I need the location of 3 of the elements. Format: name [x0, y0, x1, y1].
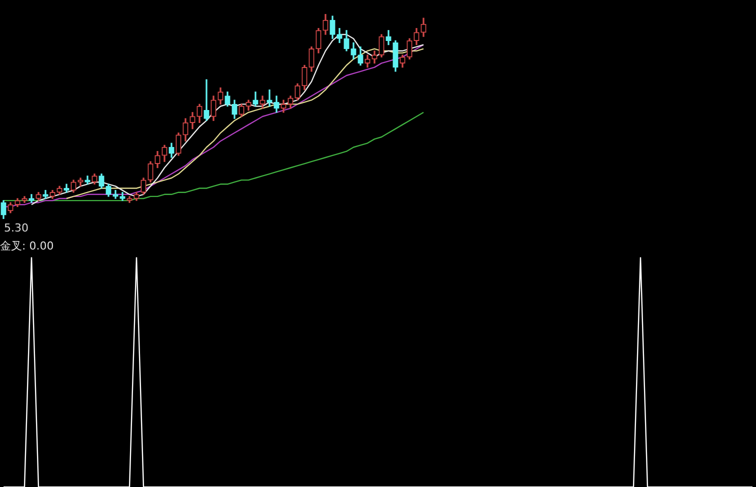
candlestick: [204, 79, 210, 121]
chart-title: 金叉: 0.00: [0, 239, 54, 252]
text: 5.30: [4, 221, 28, 234]
